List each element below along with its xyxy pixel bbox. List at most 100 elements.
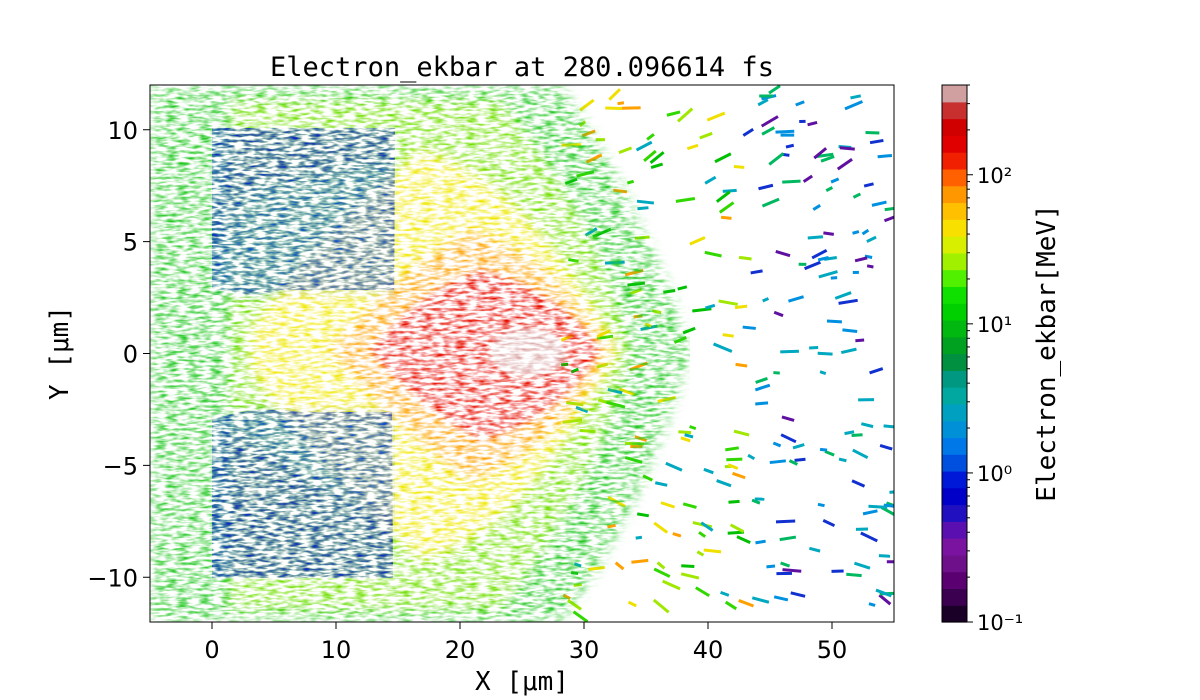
field-streak xyxy=(722,188,737,193)
field-streak xyxy=(754,383,771,392)
field-streak xyxy=(698,531,707,538)
field-streak xyxy=(751,596,770,604)
field-streak xyxy=(886,560,894,564)
field-streak xyxy=(626,179,635,185)
field-streak xyxy=(718,201,735,214)
x-tick-label: 20 xyxy=(445,636,476,664)
field-streak xyxy=(618,146,633,155)
field-streak xyxy=(718,299,739,306)
field-streak xyxy=(761,197,780,208)
field-streak xyxy=(812,204,821,211)
colorbar-label: Electron_ekbar[MeV] xyxy=(1032,204,1062,501)
colorbar-segment xyxy=(942,353,967,371)
field-streak xyxy=(850,94,862,100)
field-red xyxy=(370,270,600,440)
field-streak xyxy=(689,425,697,431)
field-hot-core xyxy=(490,328,566,376)
colorbar-tick-label: 10² xyxy=(977,164,1012,188)
target-blocks xyxy=(212,128,395,578)
field-streak xyxy=(878,593,892,606)
field-streak xyxy=(862,509,878,516)
field-streak xyxy=(726,457,743,462)
field-streak xyxy=(650,162,664,169)
field-streak xyxy=(818,270,838,279)
field-streak xyxy=(750,269,763,275)
y-tick-label: 10 xyxy=(107,117,138,145)
colorbar: 10⁻¹ 10⁰ 10¹ 10² xyxy=(941,84,1023,635)
field-streak xyxy=(755,539,766,545)
colorbar-segment xyxy=(942,152,967,170)
field-streak xyxy=(627,600,637,608)
field-streak xyxy=(621,106,641,110)
field-streak xyxy=(834,291,852,300)
field-streak xyxy=(682,502,697,509)
field-streak xyxy=(884,206,894,212)
field-streak xyxy=(795,100,805,107)
field-streak xyxy=(773,310,784,318)
colorbar-segment xyxy=(942,185,967,204)
field-streak xyxy=(742,325,756,330)
colorbar-segment xyxy=(942,252,967,271)
field-streak xyxy=(689,236,706,246)
field-streak xyxy=(860,531,878,543)
field-streak xyxy=(817,351,833,356)
field-streak xyxy=(766,564,776,569)
x-tick-label: 0 xyxy=(204,636,219,664)
field-streak xyxy=(823,231,835,236)
field-streak xyxy=(758,183,774,191)
chart-title: Electron_ekbar at 280.096614 fs xyxy=(270,52,774,83)
field-streak xyxy=(637,206,649,211)
field-streak xyxy=(811,248,828,260)
colorbar-segment xyxy=(942,454,967,472)
field-streak xyxy=(852,192,862,199)
field-streak xyxy=(653,567,671,578)
field-streak xyxy=(678,430,692,435)
field-streak xyxy=(854,561,871,570)
field-streak xyxy=(868,504,888,509)
x-tick-label: 30 xyxy=(569,636,600,664)
field-streak xyxy=(773,371,780,375)
field-streak xyxy=(768,85,781,95)
field-streak xyxy=(865,130,880,135)
colorbar-segment xyxy=(942,319,967,338)
field-streak xyxy=(742,128,754,137)
field-streak xyxy=(751,498,761,505)
field-streak xyxy=(802,174,814,183)
field-streak xyxy=(696,550,705,557)
field-streak xyxy=(780,561,791,568)
field-streak xyxy=(703,467,714,475)
field-streak xyxy=(635,535,643,540)
field-streak xyxy=(720,590,730,597)
field-streak xyxy=(736,535,751,545)
field-streak xyxy=(775,519,796,524)
field-streak xyxy=(858,398,875,402)
colorbar-tick-label: 10⁻¹ xyxy=(977,611,1023,635)
field-streak xyxy=(672,532,682,538)
colorbar-segment xyxy=(942,571,967,590)
field-streak xyxy=(861,228,870,236)
colorbar-segment xyxy=(942,538,967,556)
field-streak xyxy=(781,415,795,422)
field-streak xyxy=(649,151,665,164)
field-streak xyxy=(727,530,744,535)
x-axis-label: X [μm] xyxy=(475,667,569,697)
field-streak xyxy=(682,326,696,335)
field-streak xyxy=(830,177,840,184)
field-streak xyxy=(660,501,676,509)
field-streak xyxy=(727,463,739,470)
colorbar-segment xyxy=(942,336,967,355)
field-streak xyxy=(700,521,714,532)
field-streak xyxy=(868,602,876,607)
field-streak xyxy=(699,131,713,140)
field-streak xyxy=(813,147,828,160)
field-streak xyxy=(733,429,750,437)
field-streak xyxy=(677,285,688,291)
field-streak xyxy=(788,295,805,303)
field-streak xyxy=(704,175,717,185)
field-streak xyxy=(851,479,866,488)
field-streak xyxy=(889,489,894,494)
field-streak xyxy=(631,558,649,564)
field-streak xyxy=(695,586,711,598)
field-streak xyxy=(720,215,732,220)
